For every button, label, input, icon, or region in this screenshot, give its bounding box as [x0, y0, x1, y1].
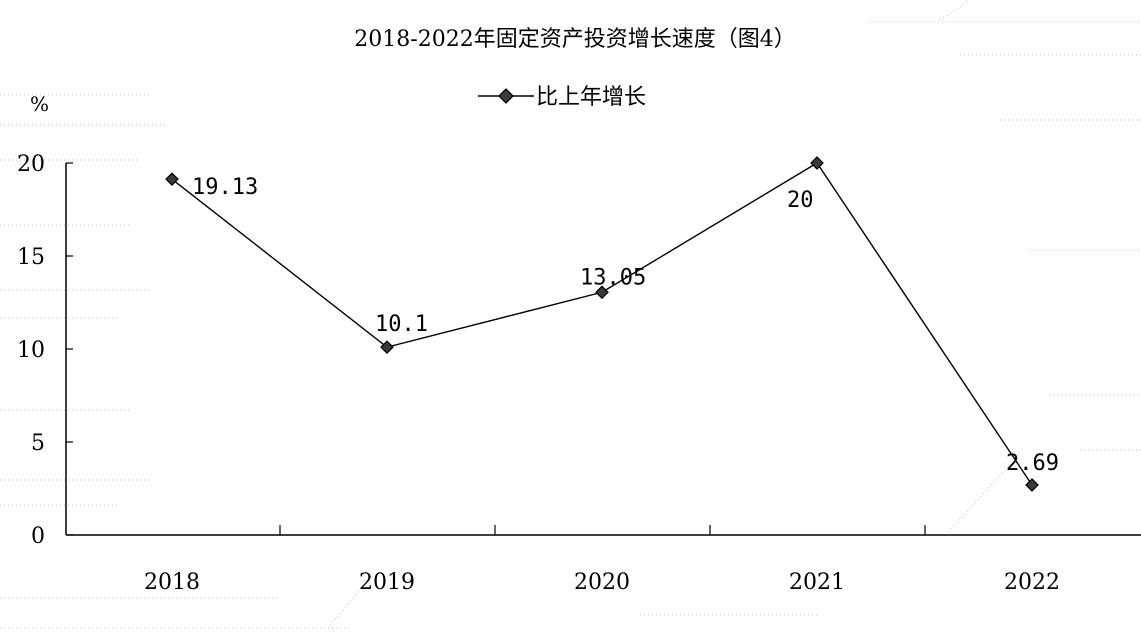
y-tick-label: 20 [17, 152, 45, 177]
legend-label: 比上年增长 [536, 85, 646, 110]
data-label: 10.1 [375, 312, 428, 337]
y-tick-label: 15 [17, 245, 45, 270]
series-polyline [171, 162, 1033, 486]
x-tick-label: 2022 [1004, 570, 1060, 595]
x-axis-ticks: 2018 2019 2020 2021 2022 [144, 525, 1060, 595]
data-point-marker [595, 285, 609, 300]
data-point-marker [380, 340, 394, 354]
data-labels: 19.13 10.1 13.05 20 2.69 [192, 175, 1059, 476]
legend: 比上年增长 [478, 85, 646, 110]
y-axis-ticks: 0 5 10 15 20 [17, 152, 73, 549]
axes [65, 163, 1141, 536]
chart-title: 2018-2022年固定资产投资增长速度（图4） [354, 27, 795, 52]
data-label: 2.69 [1006, 451, 1059, 476]
x-tick-label: 2020 [574, 570, 630, 595]
x-tick-label: 2021 [789, 570, 845, 595]
data-point-marker [810, 156, 824, 170]
y-tick-label: 10 [17, 338, 45, 363]
y-axis-unit: % [30, 92, 49, 116]
series-markers [165, 156, 1039, 492]
x-tick-label: 2019 [359, 570, 415, 595]
series-line [171, 162, 1033, 486]
y-tick-label: 5 [31, 431, 45, 456]
data-point-marker [165, 172, 179, 187]
data-label: 20 [787, 188, 814, 213]
data-point-marker [1025, 478, 1039, 492]
legend-marker [498, 88, 514, 104]
x-tick-label: 2018 [144, 570, 200, 595]
data-label: 19.13 [192, 175, 258, 200]
y-tick-label: 0 [31, 524, 45, 549]
data-label: 13.05 [580, 265, 646, 290]
